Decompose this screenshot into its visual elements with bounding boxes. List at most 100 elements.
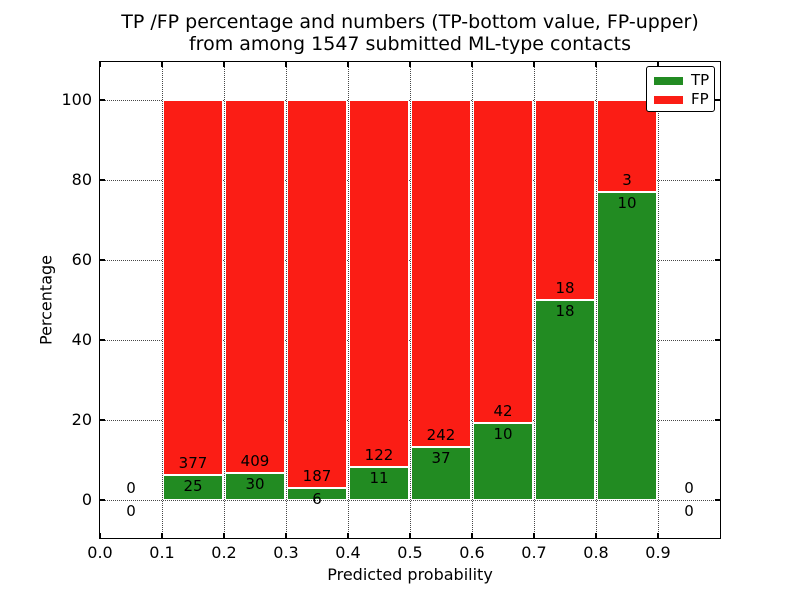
bar-segment-tp (473, 423, 533, 500)
tp-count-label: 10 (617, 194, 637, 213)
y-tick-mark (100, 99, 105, 101)
bar-segment-tp (597, 192, 657, 500)
fp-count-label: 122 (364, 445, 394, 464)
bar-segment-fp (411, 100, 471, 447)
tp-count-label: 30 (245, 474, 265, 493)
x-tick-mark (657, 62, 659, 67)
x-tick-mark (285, 533, 287, 538)
x-tick-label: 0.9 (645, 543, 671, 562)
tp-count-label: 25 (183, 477, 203, 496)
tp-count-label: 18 (555, 302, 575, 320)
bar-segment-fp (597, 100, 657, 193)
gridline-vertical (162, 62, 163, 538)
gridline-horizontal (100, 500, 720, 501)
gridline-horizontal (100, 340, 720, 341)
x-tick-mark (409, 533, 411, 538)
x-tick-label: 0.5 (397, 543, 423, 562)
x-tick-mark (347, 62, 349, 67)
x-tick-label: 0.1 (149, 543, 175, 562)
y-tick-mark (100, 259, 105, 261)
x-tick-mark (161, 533, 163, 538)
tp-count-label: 0 (126, 502, 136, 520)
x-tick-mark (223, 62, 225, 67)
y-tick-mark (715, 499, 720, 501)
y-tick-mark (100, 499, 105, 501)
fp-count-label: 242 (426, 425, 456, 444)
x-tick-label: 0.0 (87, 543, 113, 562)
bar-segment-tp (225, 472, 285, 500)
x-tick-mark (657, 533, 659, 538)
x-tick-label: 0.8 (583, 543, 609, 562)
x-tick-mark (471, 62, 473, 67)
x-tick-label: 0.3 (273, 543, 299, 562)
plot-area: 0 0 377 25 409 30 187 6 122 11 242 37 42 10 18 18 3 10 0 0 (99, 61, 721, 539)
bar-segment-tp (349, 466, 409, 500)
legend-label-fp: FP (691, 90, 709, 108)
bar-segment-fp (349, 100, 409, 467)
y-tick-label: 80 (71, 170, 92, 189)
x-tick-mark (409, 62, 411, 67)
y-tick-label: 60 (71, 250, 92, 269)
bar-segment-fp (287, 100, 347, 488)
x-tick-label: 0.2 (211, 543, 237, 562)
bar-segment-fp (473, 100, 533, 424)
gridline-vertical (286, 62, 287, 538)
gridline-horizontal (100, 420, 720, 421)
gridline-horizontal (100, 260, 720, 261)
y-tick-label: 40 (71, 330, 92, 349)
chart-title-line2: from among 1547 submitted ML-type contac… (188, 32, 632, 55)
fp-count-label: 409 (240, 451, 270, 470)
gridline-horizontal (100, 100, 720, 101)
tp-count-label: 0 (684, 502, 694, 520)
tp-count-label: 10 (493, 425, 513, 444)
bar-segment-tp (535, 300, 595, 500)
x-tick-mark (533, 533, 535, 538)
bar-segment-tp (411, 446, 471, 500)
legend-label-tp: TP (691, 71, 710, 89)
x-axis-label: Predicted probability (327, 565, 493, 584)
fp-count-label: 3 (622, 171, 632, 190)
x-tick-mark (347, 533, 349, 538)
gridline-horizontal (100, 180, 720, 181)
x-tick-label: 0.6 (459, 543, 485, 562)
x-tick-label: 0.7 (521, 543, 547, 562)
gridline-vertical (472, 62, 473, 538)
y-tick-mark (100, 179, 105, 181)
fp-count-label: 377 (178, 454, 208, 473)
x-tick-mark (99, 533, 101, 538)
bar-segment-tp (287, 487, 347, 500)
tp-count-label: 6 (312, 489, 322, 508)
y-tick-label: 20 (71, 410, 92, 429)
legend-swatch-fp (654, 95, 683, 104)
y-tick-mark (715, 259, 720, 261)
fp-count-label: 187 (302, 466, 332, 485)
y-tick-mark (100, 339, 105, 341)
gridline-vertical (596, 62, 597, 538)
x-tick-mark (533, 62, 535, 67)
y-tick-label: 100 (61, 90, 92, 109)
y-tick-label: 0 (81, 490, 92, 509)
legend-entry-fp: FP (654, 91, 714, 108)
gridline-vertical (658, 62, 659, 538)
tp-count-label: 37 (431, 448, 451, 467)
x-tick-mark (285, 62, 287, 67)
fp-count-label: 0 (126, 479, 136, 497)
gridline-vertical (410, 62, 411, 538)
y-tick-mark (715, 99, 720, 101)
fp-count-label: 0 (684, 479, 694, 497)
bar-segment-fp (163, 100, 223, 476)
y-tick-mark (100, 419, 105, 421)
x-tick-mark (595, 62, 597, 67)
gridline-vertical (534, 62, 535, 538)
chart-title: TP /FP percentage and numbers (TP-bottom… (100, 11, 720, 55)
bar-segment-fp (535, 100, 595, 300)
x-tick-mark (161, 62, 163, 67)
fp-count-label: 42 (493, 402, 513, 421)
gridline-vertical (348, 62, 349, 538)
y-tick-mark (715, 179, 720, 181)
chart-title-line1: TP /FP percentage and numbers (TP-bottom… (121, 11, 699, 33)
legend-entry-tp: TP (654, 72, 714, 89)
y-tick-mark (715, 419, 720, 421)
bar-segment-tp (163, 475, 223, 500)
